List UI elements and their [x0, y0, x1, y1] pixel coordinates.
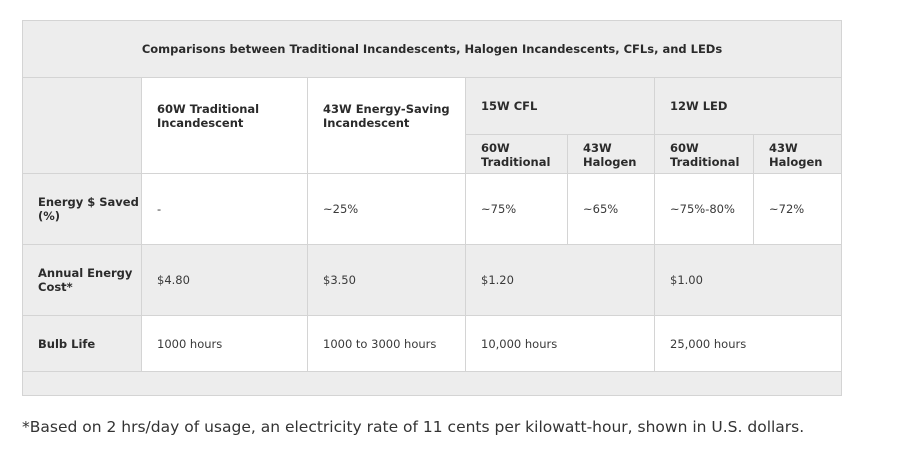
cell-energy-60w: -: [141, 173, 308, 245]
subheader-led-60w: 60W Traditional: [654, 134, 754, 174]
cell-cost-led: $1.00: [653, 244, 843, 316]
cell-energy-led-60w: ~75%-80%: [654, 173, 754, 245]
subheader-row: 60W Traditional 43W Halogen 60W Traditio…: [23, 134, 843, 174]
cell-life-led: 25,000 hours: [653, 315, 843, 372]
cell-energy-cfl-60w: ~75%: [465, 173, 568, 245]
cell-life-cfl: 10,000 hours: [465, 315, 655, 372]
header-12w-led: 12W LED: [653, 77, 843, 135]
cell-life-43w: 1000 to 3000 hours: [307, 315, 466, 372]
footnote: *Based on 2 hrs/day of usage, an electri…: [22, 418, 805, 436]
cell-life-60w: 1000 hours: [141, 315, 308, 372]
title-row: Comparisons between Traditional Incandes…: [21, 20, 843, 78]
header-row: 60W Traditional Incandescent 43W Energy-…: [22, 77, 843, 174]
table-row: Annual Energy Cost* $4.80 $3.50 $1.20 $1…: [22, 244, 843, 316]
cell-cost-cfl: $1.20: [465, 244, 655, 316]
cell-energy-led-43w: ~72%: [752, 173, 843, 245]
table-row: Energy $ Saved (%) - ~25% ~75% ~65% ~75%…: [22, 173, 843, 245]
header-corner: [22, 77, 142, 174]
subheader-cfl-60w: 60W Traditional: [465, 134, 568, 174]
table-title: Comparisons between Traditional Incandes…: [21, 20, 843, 78]
table-footer-row: [21, 371, 843, 396]
subheader-cfl-43w: 43W Halogen: [567, 134, 655, 174]
table-row: Bulb Life 1000 hours 1000 to 3000 hours …: [22, 315, 843, 372]
header-43w-energy-saving: 43W Energy-Saving Incandescent: [307, 77, 466, 174]
cell-energy-cfl-43w: ~65%: [567, 173, 655, 245]
cell-energy-43w: ~25%: [307, 173, 466, 245]
row-label-annual-cost: Annual Energy Cost*: [22, 244, 142, 316]
row-label-energy-saved: Energy $ Saved (%): [22, 173, 142, 245]
cell-cost-43w: $3.50: [307, 244, 466, 316]
comparison-table: Comparisons between Traditional Incandes…: [21, 20, 843, 396]
row-label-bulb-life: Bulb Life: [22, 315, 142, 372]
table-footer-band: [21, 371, 843, 396]
header-60w-traditional: 60W Traditional Incandescent: [141, 77, 308, 174]
header-15w-cfl: 15W CFL: [465, 77, 655, 135]
subheader-led-43w: 43W Halogen: [752, 134, 843, 174]
cell-cost-60w: $4.80: [141, 244, 308, 316]
